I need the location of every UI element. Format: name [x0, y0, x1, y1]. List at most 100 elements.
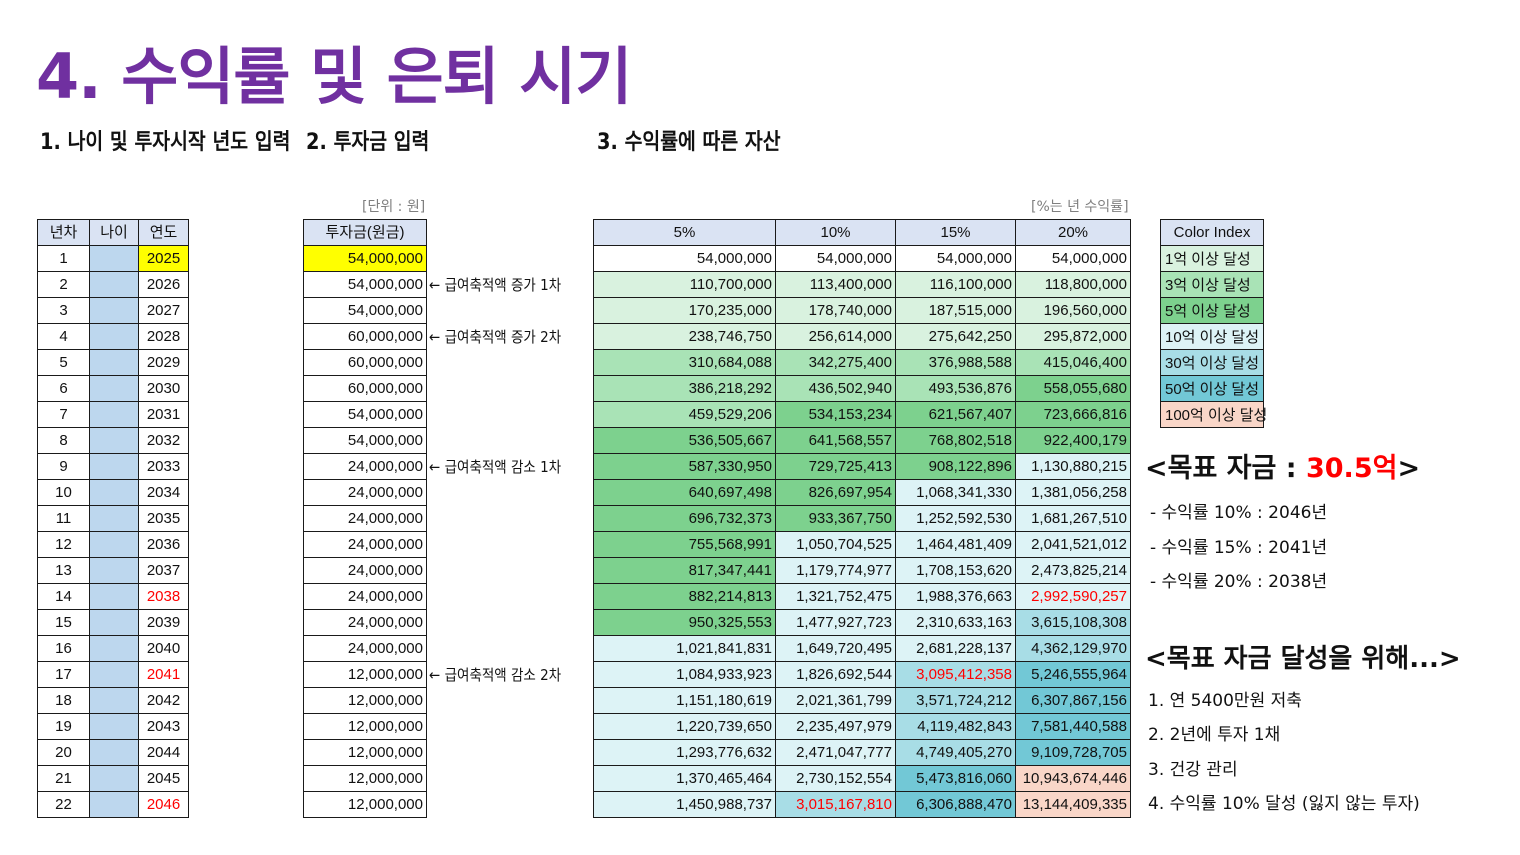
investment-cell[interactable]: 54,000,000 [303, 401, 427, 428]
investment-cell[interactable]: 60,000,000 [303, 323, 427, 350]
asset-cell: 1,477,927,723 [775, 609, 896, 636]
age-cell[interactable] [89, 765, 139, 792]
investment-cell[interactable]: 60,000,000 [303, 375, 427, 402]
asset-cell: 13,144,409,335 [1015, 791, 1131, 818]
investment-cell[interactable]: 24,000,000 [303, 505, 427, 532]
asset-cell: 1,708,153,620 [895, 557, 1016, 584]
asset-cell: 3,095,412,358 [895, 661, 1016, 688]
age-cell[interactable] [89, 245, 139, 272]
goal-prefix: <목표 자금 : [1145, 453, 1306, 484]
age-cell[interactable] [89, 271, 139, 298]
age-cell[interactable] [89, 453, 139, 480]
legend-item: 1억 이상 달성 [1160, 245, 1264, 272]
section-3-title: 3. 수익률에 따른 자산 [597, 130, 781, 155]
investment-cell[interactable]: 54,000,000 [303, 297, 427, 324]
table-row: 21 2045 [37, 765, 189, 792]
age-cell[interactable] [89, 505, 139, 532]
age-cell[interactable] [89, 323, 139, 350]
asset-cell: 4,362,129,970 [1015, 635, 1131, 662]
age-cell[interactable] [89, 687, 139, 714]
age-cell[interactable] [89, 583, 139, 610]
investment-table: 투자금(원금) 54,000,000 54,000,000 54,000,000 60… [303, 219, 427, 818]
investment-cell[interactable]: 24,000,000 [303, 557, 427, 584]
asset-cell: 342,275,400 [775, 349, 896, 376]
investment-cell[interactable]: 12,000,000 [303, 661, 427, 688]
investment-cell[interactable]: 24,000,000 [303, 479, 427, 506]
investment-cell[interactable]: 54,000,000 [303, 271, 427, 298]
year-cell: 2027 [138, 297, 189, 324]
investment-cell[interactable]: 54,000,000 [303, 245, 427, 272]
color-index-header: Color Index [1160, 219, 1264, 246]
table-row: 12,000,000 [303, 713, 427, 740]
legend-item: 10억 이상 달성 [1160, 323, 1264, 350]
age-cell[interactable] [89, 739, 139, 766]
color-index-legend: Color Index 1억 이상 달성 3억 이상 달성 5억 이상 달성 10억 … [1160, 219, 1267, 428]
age-cell[interactable] [89, 401, 139, 428]
investment-cell[interactable]: 12,000,000 [303, 687, 427, 714]
age-cell[interactable] [89, 531, 139, 558]
investment-cell[interactable]: 12,000,000 [303, 713, 427, 740]
asset-cell: 275,642,250 [895, 323, 1016, 350]
plan-heading: <목표 자금 달성을 위해...> [1145, 644, 1461, 674]
asset-cell: 238,746,750 [593, 323, 776, 350]
year-count-cell: 6 [37, 375, 90, 402]
asset-cell: 310,684,088 [593, 349, 776, 376]
asset-cell: 1,450,988,737 [593, 791, 776, 818]
table-row: 24,000,000 [303, 505, 427, 532]
investment-cell[interactable]: 24,000,000 [303, 635, 427, 662]
investment-cell[interactable]: 12,000,000 [303, 739, 427, 766]
table-row: 5 2029 [37, 349, 189, 376]
year-count-cell: 3 [37, 297, 90, 324]
table-row: 54,000,000 [303, 401, 427, 428]
investment-cell[interactable]: 24,000,000 [303, 453, 427, 480]
year-cell: 2040 [138, 635, 189, 662]
table-row: 54,000,000 [303, 297, 427, 324]
asset-cell: 256,614,000 [775, 323, 896, 350]
investment-cell[interactable]: 12,000,000 [303, 765, 427, 792]
asset-cell: 3,571,724,212 [895, 687, 1016, 714]
age-cell[interactable] [89, 349, 139, 376]
age-cell[interactable] [89, 375, 139, 402]
header-rate-15: 15% [895, 219, 1016, 246]
age-cell[interactable] [89, 713, 139, 740]
year-count-cell: 5 [37, 349, 90, 376]
asset-cell: 817,347,441 [593, 557, 776, 584]
table-row: 12,000,000 [303, 739, 427, 766]
year-count-cell: 4 [37, 323, 90, 350]
plan-item-1: 1. 연 5400만원 저축 [1148, 691, 1302, 711]
asset-cell: 933,367,750 [775, 505, 896, 532]
legend-row: 1억 이상 달성 [1160, 245, 1264, 272]
investment-cell[interactable]: 54,000,000 [303, 427, 427, 454]
asset-cell: 4,749,405,270 [895, 739, 1016, 766]
investment-cell[interactable]: 12,000,000 [303, 791, 427, 818]
table-row: 1,220,739,650 2,235,497,979 4,119,482,843 7… [593, 713, 1131, 740]
table-row: 12,000,000 [303, 765, 427, 792]
age-cell[interactable] [89, 479, 139, 506]
asset-cell: 1,464,481,409 [895, 531, 1016, 558]
investment-cell[interactable]: 24,000,000 [303, 583, 427, 610]
table-row: 310,684,088 342,275,400 376,988,588 415,046… [593, 349, 1131, 376]
asset-cell: 2,730,152,554 [775, 765, 896, 792]
age-cell[interactable] [89, 557, 139, 584]
table-row: 15 2039 [37, 609, 189, 636]
asset-cell: 826,697,954 [775, 479, 896, 506]
year-cell: 2026 [138, 271, 189, 298]
investment-cell[interactable]: 60,000,000 [303, 349, 427, 376]
page-title: 4. 수익률 및 은퇴 시기 [36, 40, 632, 113]
table-row: 12,000,000 [303, 661, 427, 688]
age-cell[interactable] [89, 427, 139, 454]
age-cell[interactable] [89, 791, 139, 818]
age-cell[interactable] [89, 297, 139, 324]
asset-cell: 113,400,000 [775, 271, 896, 298]
asset-cell: 558,055,680 [1015, 375, 1131, 402]
asset-cell: 116,100,000 [895, 271, 1016, 298]
age-cell[interactable] [89, 661, 139, 688]
asset-cell: 376,988,588 [895, 349, 1016, 376]
table-row: 54,000,000 [303, 271, 427, 298]
age-cell[interactable] [89, 635, 139, 662]
investment-cell[interactable]: 24,000,000 [303, 531, 427, 558]
asset-cell: 2,473,825,214 [1015, 557, 1131, 584]
age-cell[interactable] [89, 609, 139, 636]
legend-row: 100억 이상 달성 [1160, 401, 1267, 428]
investment-cell[interactable]: 24,000,000 [303, 609, 427, 636]
